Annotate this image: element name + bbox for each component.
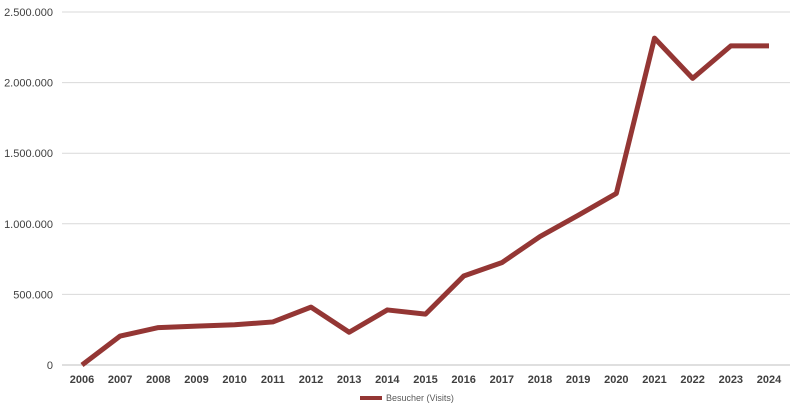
x-tick-label: 2007 — [108, 374, 132, 386]
x-tick-label: 2020 — [604, 374, 628, 386]
x-tick-label: 2019 — [566, 374, 590, 386]
series-line — [80, 35, 769, 367]
y-tick-label: 2.000.000 — [4, 78, 53, 90]
x-tick-label: 2021 — [642, 374, 666, 386]
y-axis: 0 500.000 1.000.000 1.500.000 2.000.000 2.500… — [4, 7, 53, 372]
x-tick-label: 2024 — [757, 374, 782, 386]
x-tick-label: 2014 — [375, 374, 400, 386]
x-tick-label: 2016 — [451, 374, 475, 386]
y-tick-label: 0 — [47, 360, 53, 372]
x-tick-label: 2015 — [413, 374, 437, 386]
x-tick-label: 2009 — [184, 374, 208, 386]
legend: Besucher (Visits) — [360, 393, 454, 403]
x-tick-label: 2017 — [490, 374, 514, 386]
legend-label: Besucher (Visits) — [386, 393, 454, 403]
x-tick-label: 2023 — [719, 374, 743, 386]
y-tick-label: 1.000.000 — [4, 219, 53, 231]
y-tick-label: 2.500.000 — [4, 7, 53, 19]
x-tick-label: 2018 — [528, 374, 552, 386]
x-tick-label: 2011 — [261, 374, 285, 386]
x-axis: 2006 2007 2008 2009 2010 2011 2012 2013 2014 2015… — [70, 374, 782, 386]
x-tick-label: 2022 — [680, 374, 704, 386]
x-tick-label: 2013 — [337, 374, 361, 386]
y-tick-label: 500.000 — [13, 289, 53, 301]
x-tick-label: 2010 — [222, 374, 246, 386]
y-tick-label: 1.500.000 — [4, 148, 53, 160]
x-tick-label: 2012 — [299, 374, 323, 386]
x-tick-label: 2008 — [146, 374, 170, 386]
x-tick-label: 2006 — [70, 374, 94, 386]
gridlines — [62, 11, 790, 366]
series-layer — [80, 35, 769, 367]
